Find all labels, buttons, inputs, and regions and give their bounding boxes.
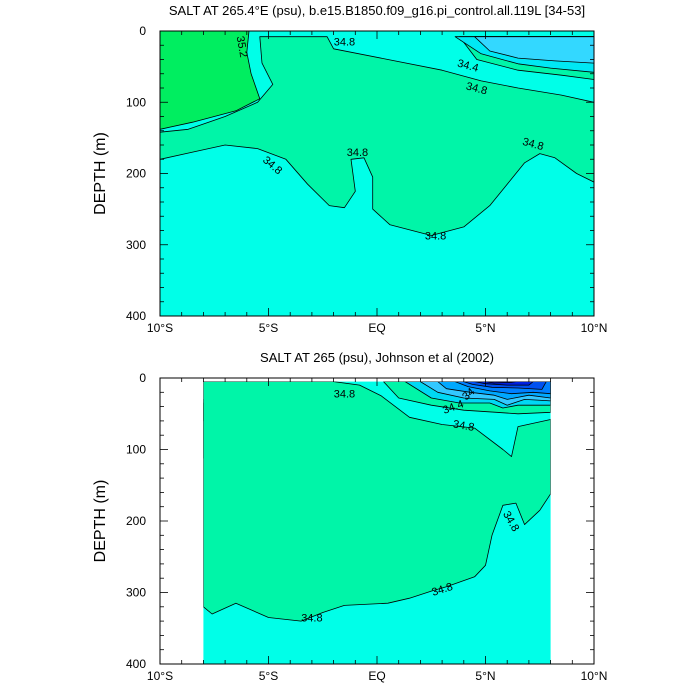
contour-label: 34.8: [452, 418, 475, 434]
contour-band-34-2: [474, 36, 594, 64]
contour-label: 34.8: [465, 80, 489, 97]
y-tick-label: 200: [126, 514, 146, 528]
contour-label: 34.8: [425, 230, 446, 242]
contour-band-34-8: [203, 381, 551, 622]
y-tick-label: 400: [126, 309, 146, 323]
contour-label: 34.8: [521, 136, 545, 153]
y-tick-label: 200: [126, 167, 146, 181]
panel-title: SALT AT 265.4°E (psu), b.e15.B1850.f09_g…: [169, 3, 585, 18]
contour-label: 35.2: [234, 35, 250, 58]
y-tick-label: 100: [126, 95, 146, 109]
x-tick-label: 10°N: [581, 321, 608, 335]
contour-label: 34.8: [334, 37, 355, 49]
contour-band-34-8: [160, 36, 594, 236]
y-tick-label: 300: [126, 238, 146, 252]
panel-title: SALT AT 265 (psu), Johnson et al (2002): [260, 350, 494, 365]
salinity-contour-fills: [160, 31, 594, 236]
contour-label: 34.8: [334, 389, 355, 401]
x-tick-label: 5°S: [259, 321, 278, 335]
y-tick-label: 0: [139, 24, 146, 38]
y-tick-label: 100: [126, 443, 146, 457]
y-axis-label: DEPTH (m): [92, 132, 109, 215]
y-tick-label: 300: [126, 586, 146, 600]
salinity-contour-fills: [203, 381, 551, 622]
y-tick-label: 400: [126, 657, 146, 671]
contour-label: 34.4: [456, 58, 480, 75]
x-tick-label: 10°S: [147, 321, 173, 335]
contour-band-35-0: [160, 31, 261, 130]
contour-label: 34.8: [347, 147, 368, 159]
panel-model: 10°S 5°S EQ 5°N 10°N 0 100 200 300 400 35.2 34.8 34.…: [92, 3, 607, 335]
x-tick-label: 5°S: [259, 669, 278, 683]
x-tick-label: 5°N: [475, 669, 495, 683]
x-tick-label: EQ: [368, 669, 385, 683]
contour-label: 34.8: [301, 613, 322, 625]
x-tick-label: 10°N: [581, 669, 608, 683]
y-tick-label: 0: [139, 371, 146, 385]
x-tick-label: EQ: [368, 321, 385, 335]
y-axis-label: DEPTH (m): [92, 480, 109, 563]
x-tick-label: 5°N: [475, 321, 495, 335]
x-tick-label: 10°S: [147, 669, 173, 683]
